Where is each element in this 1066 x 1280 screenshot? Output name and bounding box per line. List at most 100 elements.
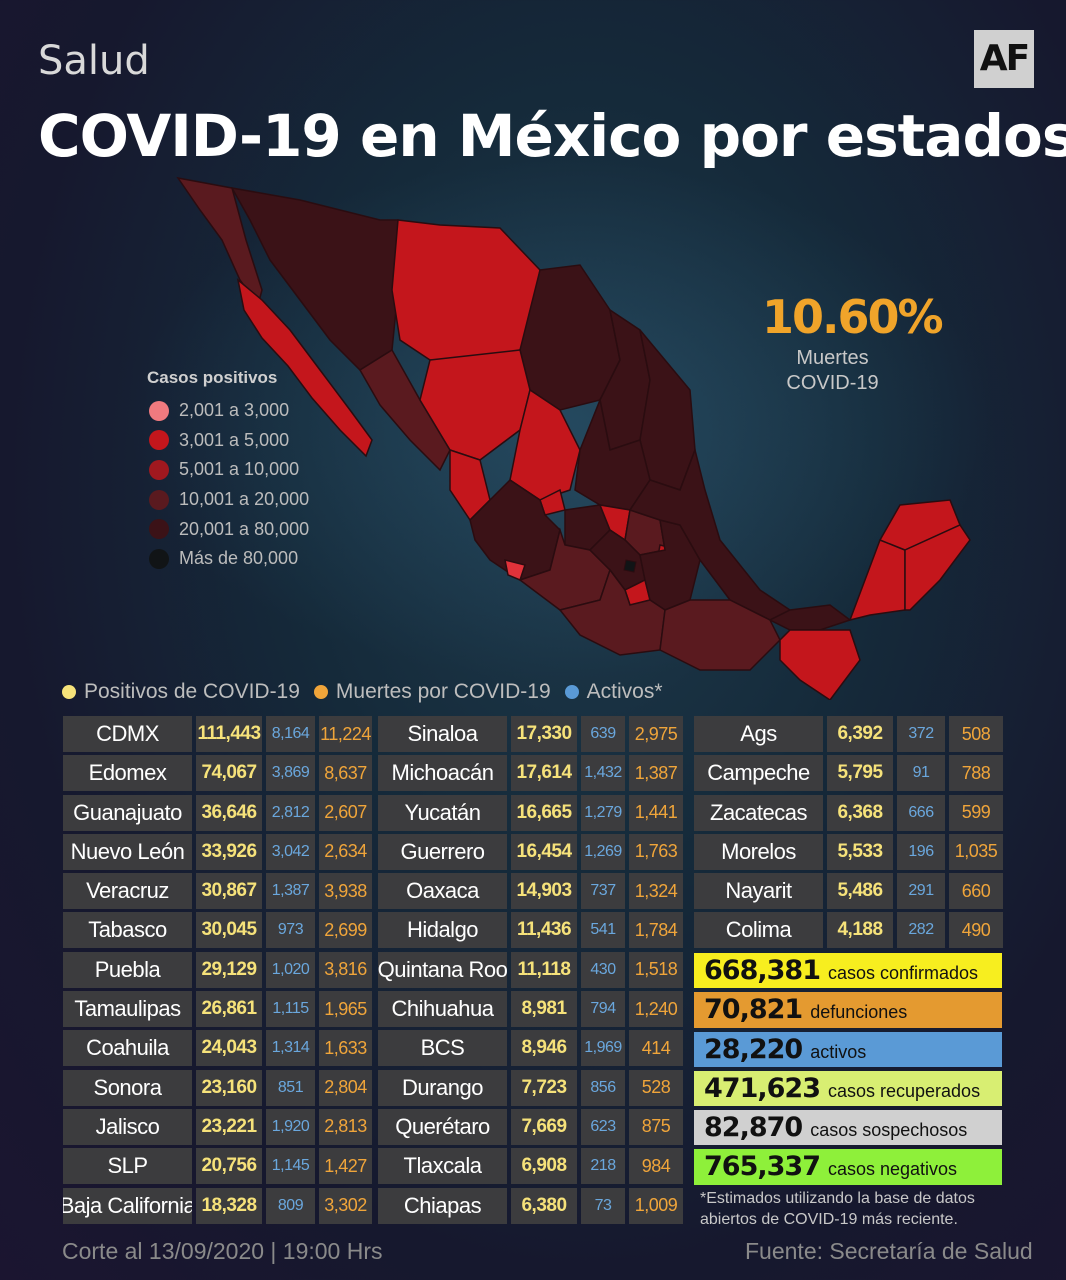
state-name: Baja California (63, 1187, 192, 1224)
death-rate-label-line1: Muertes (796, 347, 869, 369)
activos-value: 73 (581, 1187, 625, 1224)
region-guerrero (558, 568, 666, 656)
activos-value: 794 (581, 991, 625, 1028)
state-name: Chiapas (378, 1187, 507, 1224)
total-box: 82,870 casos sospechosos (694, 1110, 1002, 1146)
activos-value: 3,869 (266, 755, 315, 792)
positivos-value: 6,368 (827, 794, 893, 831)
orange-dot-icon (313, 685, 328, 699)
legend-label: 10,001 a 20,000 (179, 489, 310, 510)
positivos-value: 6,908 (511, 1148, 577, 1185)
legend-item: 20,001 a 80,000 (147, 514, 309, 544)
key-muertes-label: Muertes por COVID-19 (335, 680, 551, 703)
table-row: Durango 7,723 856 528 (378, 1069, 687, 1106)
positivos-value: 36,646 (196, 794, 262, 831)
positivos-value: 6,380 (511, 1187, 577, 1224)
key-positivos-label: Positivos de COVID-19 (84, 680, 300, 703)
positivos-value: 26,861 (196, 991, 262, 1028)
total-label: casos confirmados (827, 963, 979, 983)
region-cdmx (623, 559, 637, 573)
total-value: 668,381 (704, 955, 821, 986)
death-rate-label: Muertes COVID-19 (760, 346, 905, 396)
muertes-value: 660 (949, 873, 1003, 910)
positivos-value: 16,454 (511, 833, 577, 870)
positivos-value: 18,328 (196, 1187, 262, 1224)
muertes-value: 3,816 (319, 951, 372, 988)
total-label: casos negativos (827, 1159, 958, 1180)
muertes-value: 1,427 (319, 1148, 372, 1185)
activos-value: 1,314 (266, 1030, 315, 1067)
total-label: activos (810, 1041, 867, 1062)
key-activos-label: Activos* (586, 680, 663, 703)
state-name: Chihuahua (378, 991, 507, 1028)
positivos-value: 7,723 (511, 1069, 577, 1106)
death-rate-value: 10.60% (762, 290, 944, 344)
cutoff-date: Corte al 13/09/2020 | 19:00 Hrs (62, 1238, 383, 1264)
legend-title: Casos positivos (147, 368, 278, 387)
state-name: Nuevo León (63, 833, 192, 870)
table-row: Baja California 18,328 809 3,302 (63, 1187, 376, 1224)
muertes-value: 1,763 (629, 833, 683, 870)
table-row: Guanajuato 36,646 2,812 2,607 (63, 794, 376, 831)
state-name: Campeche (694, 755, 823, 792)
muertes-value: 1,009 (629, 1187, 683, 1224)
table-row: Nayarit 5,486 291 660 (694, 873, 1007, 910)
total-label: defunciones (810, 1002, 908, 1023)
legend-label: 2,001 a 3,000 (179, 400, 290, 421)
activos-value: 282 (897, 912, 945, 949)
muertes-value: 599 (949, 794, 1003, 831)
positivos-value: 29,129 (196, 951, 262, 988)
total-box: 668,381 casos confirmados (694, 953, 1002, 989)
activos-value: 291 (897, 873, 945, 910)
table-row: Sonora 23,160 851 2,804 (63, 1069, 376, 1106)
state-name: Tabasco (63, 912, 192, 949)
death-rate-label-line2: COVID-19 (786, 372, 879, 394)
muertes-value: 8,637 (319, 755, 372, 792)
table-row: Morelos 5,533 196 1,035 (694, 833, 1007, 870)
key-muertes: Muertes por COVID-19 (313, 680, 551, 704)
table-row: Ags 6,392 372 508 (694, 716, 1007, 752)
positivos-value: 23,221 (196, 1108, 262, 1145)
table-row: Tlaxcala 6,908 218 984 (378, 1148, 687, 1185)
table-row: Hidalgo 11,436 541 1,784 (378, 912, 687, 949)
activos-value: 1,145 (266, 1148, 315, 1185)
table-row: Sinaloa 17,330 639 2,975 (378, 716, 687, 752)
state-name: Morelos (694, 833, 823, 870)
state-name: Tamaulipas (63, 991, 192, 1028)
state-name: Nayarit (694, 873, 823, 910)
table-row: Colima 4,188 282 490 (694, 912, 1007, 949)
region-bcs (236, 278, 373, 458)
column-key: Positivos de COVID-19 Muertes por COVID-… (62, 680, 663, 704)
muertes-value: 2,699 (319, 912, 372, 949)
muertes-value: 2,607 (319, 794, 372, 831)
legend-swatch (149, 430, 169, 451)
activos-value: 1,115 (266, 991, 315, 1028)
legend-label: 20,001 a 80,000 (179, 518, 310, 539)
activos-value: 623 (581, 1108, 625, 1145)
state-name: Oaxaca (378, 873, 507, 910)
table-row: Puebla 29,129 1,020 3,816 (63, 951, 376, 988)
table-row: Oaxaca 14,903 737 1,324 (378, 873, 687, 910)
positivos-value: 5,533 (827, 833, 893, 870)
activos-value: 91 (897, 755, 945, 792)
legend-item: Más de 80,000 (147, 544, 309, 574)
state-table-col-2: Sinaloa 17,330 639 2,975 Michoacán 17,614 1,43… (378, 716, 687, 1227)
table-row: BCS 8,946 1,969 414 (378, 1030, 687, 1067)
key-activos: Activos* (564, 680, 663, 704)
activos-value: 541 (581, 912, 625, 949)
activos-value: 196 (897, 833, 945, 870)
positivos-value: 74,067 (196, 755, 262, 792)
state-name: Edomex (63, 755, 192, 792)
table-row: Tabasco 30,045 973 2,699 (63, 912, 376, 949)
state-name: Veracruz (63, 873, 192, 910)
state-name: Yucatán (378, 794, 507, 831)
total-label: casos sospechosos (810, 1120, 968, 1141)
total-box: 765,337 casos negativos (694, 1149, 1002, 1185)
positivos-value: 23,160 (196, 1069, 262, 1106)
positivos-value: 17,330 (511, 716, 577, 752)
muertes-value: 984 (629, 1148, 683, 1185)
activos-value: 851 (266, 1069, 315, 1106)
table-row: CDMX 111,443 8,164 11,224 (63, 716, 376, 752)
table-row: Chiapas 6,380 73 1,009 (378, 1187, 687, 1224)
state-name: Michoacán (378, 755, 507, 792)
